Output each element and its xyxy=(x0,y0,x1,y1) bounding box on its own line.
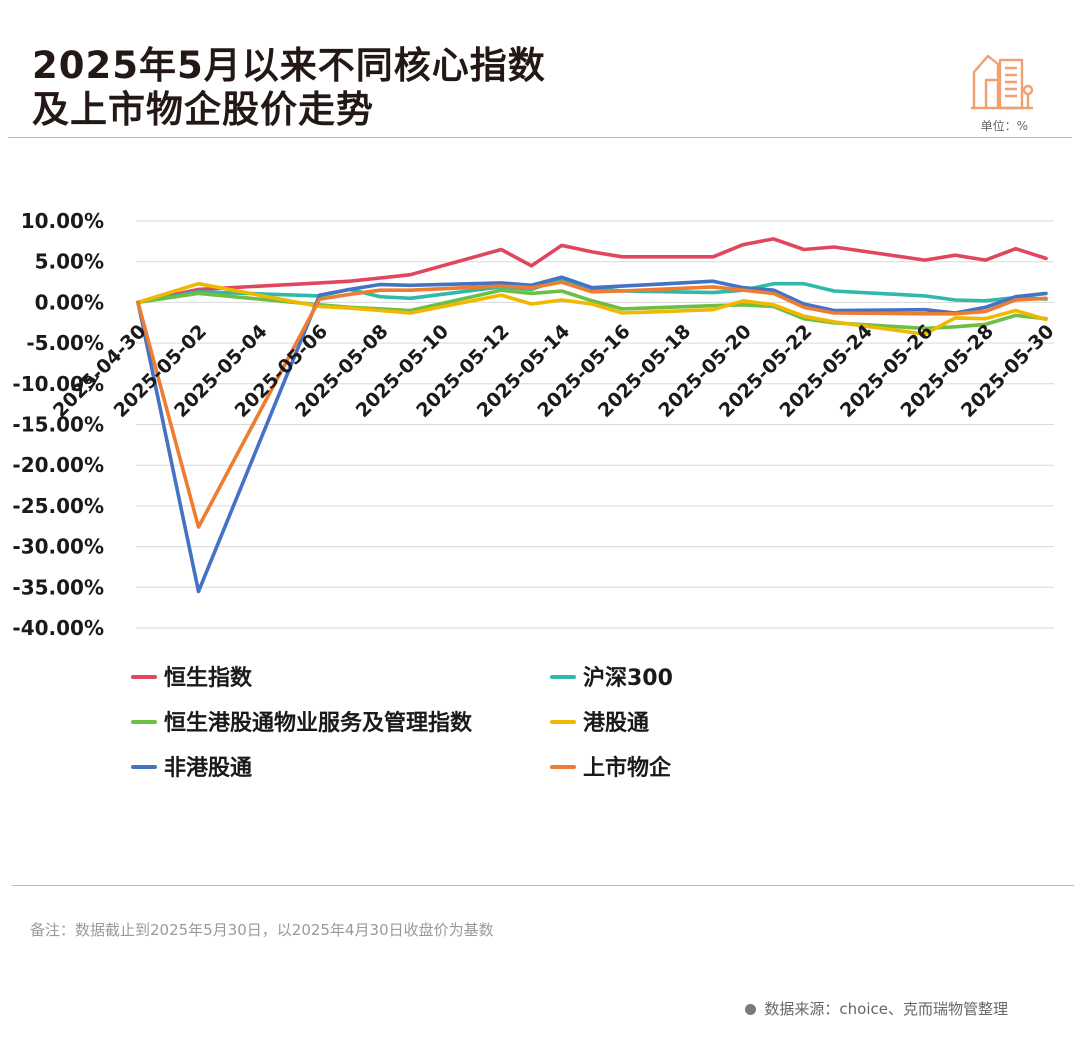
source-text: 数据来源：choice、克而瑞物管整理 xyxy=(764,1000,1008,1018)
legend-label: 上市物企 xyxy=(583,755,672,781)
y-tick-label: -35.00% xyxy=(12,575,104,599)
unit-label: 单位：% xyxy=(980,119,1028,133)
y-tick-label: 0.00% xyxy=(35,290,104,314)
page-title: 2025年5月以来不同核心指数 及上市物企股价走势 xyxy=(32,44,546,132)
legend-label: 恒生指数 xyxy=(164,665,253,691)
series-line xyxy=(136,280,1048,529)
legend-label: 港股通 xyxy=(583,711,649,736)
building-icon xyxy=(971,54,1034,110)
y-tick-label: -5.00% xyxy=(26,331,104,355)
legend-label: 非港股通 xyxy=(164,756,252,781)
y-axis-ticks: 10.00% 5.00% 0.00% -5.00% -10.00% -15.00% -20.… xyxy=(12,209,104,640)
page-title-line2: 及上市物企股价走势 xyxy=(32,88,374,131)
legend-label: 沪深300 xyxy=(583,665,673,691)
gridlines xyxy=(136,220,1054,629)
bullet-icon xyxy=(745,1004,757,1015)
series-lines xyxy=(136,237,1048,594)
series-line xyxy=(136,237,1048,305)
y-tick-label: -25.00% xyxy=(12,494,104,518)
line-chart: 10.00% 5.00% 0.00% -5.00% -10.00% -15.00% -20.… xyxy=(12,209,1059,781)
series-line xyxy=(136,275,1048,594)
y-tick-label: -15.00% xyxy=(12,413,104,437)
y-tick-label: -40.00% xyxy=(12,616,104,640)
x-axis-ticks: 2025-04-302025-05-022025-05-042025-05-06… xyxy=(49,320,1059,422)
series-line xyxy=(136,281,1048,336)
source-line: 数据来源：choice、克而瑞物管整理 xyxy=(745,998,1008,1019)
y-tick-label: 10.00% xyxy=(21,209,104,233)
y-tick-label: -20.00% xyxy=(12,453,104,477)
legend-label: 恒生港股通物业服务及管理指数 xyxy=(164,710,473,736)
y-tick-label: -10.00% xyxy=(12,372,104,396)
footer-divider xyxy=(12,885,1074,886)
header-divider xyxy=(8,137,1072,138)
y-tick-label: 5.00% xyxy=(35,250,104,274)
y-tick-label: -30.00% xyxy=(12,535,104,559)
footnote: 备注：数据截止到2025年5月30日，以2025年4月30日收盘价为基数 xyxy=(30,921,494,939)
page-title-line1: 2025年5月以来不同核心指数 xyxy=(32,44,546,87)
